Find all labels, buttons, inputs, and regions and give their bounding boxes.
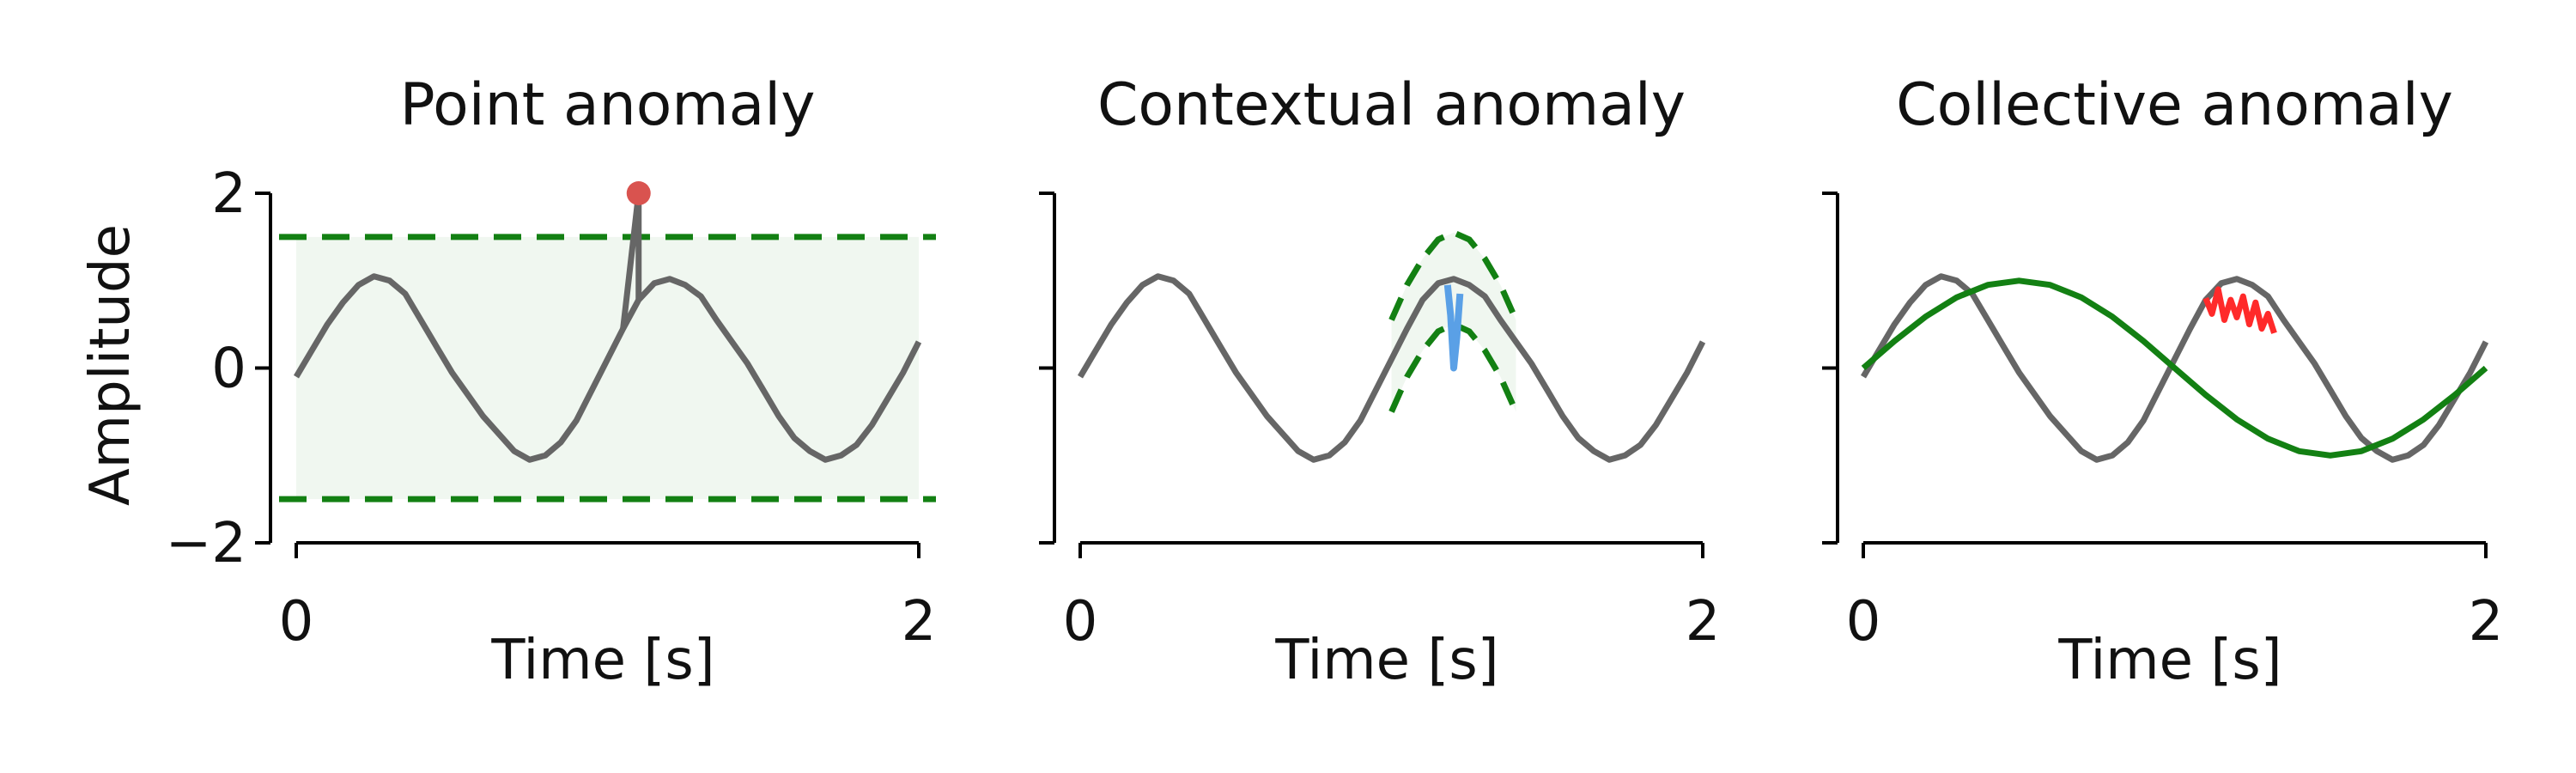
collective-anomaly-line (2202, 286, 2277, 334)
lower-bound-line (1388, 320, 1519, 413)
x-tick-label: 0 (279, 590, 314, 654)
x-tick-label: 0 (1846, 590, 1881, 654)
x-tick-label: 2 (902, 590, 937, 654)
y-tick-label: 0 (211, 338, 246, 401)
x-axis-label: Time [s] (1274, 629, 1498, 692)
panel-title: Collective anomaly (1896, 71, 2453, 139)
x-tick-label: 2 (1686, 590, 1721, 654)
signal-line (1860, 273, 2489, 463)
x-axis-label: Time [s] (2057, 629, 2281, 692)
anomaly-point (626, 181, 651, 205)
x-tick-label: 2 (2469, 590, 2504, 654)
x-axis-label: Time [s] (490, 629, 714, 692)
panel-title: Contextual anomaly (1097, 71, 1686, 139)
panel-3: Collective anomaly 0 2 Time [s] (1822, 71, 2503, 692)
signal-line (293, 273, 922, 463)
y-tick-label: 2 (211, 162, 246, 226)
contextual-anomaly-line (1443, 284, 1464, 372)
panel-2: Contextual anomaly 0 2 Time [s] (1039, 71, 1720, 692)
sine-fit-line (1861, 277, 2488, 459)
panel-title: Point anomaly (400, 71, 816, 139)
figure-ylabel: Amplitude (79, 224, 143, 506)
upper-bound-line (1388, 228, 1519, 321)
panel-1: Point anomaly 0 2 2 0 −2 Time [s] (166, 71, 937, 692)
y-tick-label: −2 (166, 512, 246, 575)
x-tick-label: 0 (1063, 590, 1098, 654)
signal-line (1077, 273, 1706, 463)
